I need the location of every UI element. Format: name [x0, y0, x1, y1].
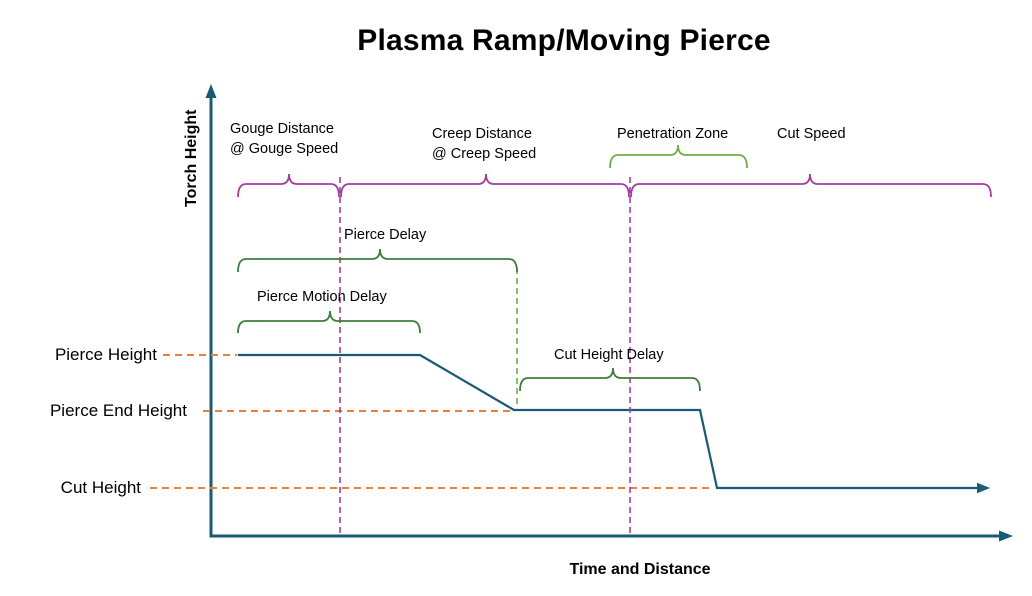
cut-height-label: Cut Height [60, 478, 141, 497]
creep-distance-label-line2: @ Creep Speed [432, 146, 537, 162]
creep-distance-label: Creep Distance @ Creep Speed [432, 124, 536, 164]
pierce-motion-delay-label: Pierce Motion Delay [257, 289, 387, 305]
pierce-delay-brace [237, 248, 518, 273]
creep-distance-label-line1: Creep Distance [432, 126, 532, 142]
torch-profile-arrow-icon [977, 482, 990, 494]
y-axis-label: Torch Height [183, 109, 200, 207]
cut-speed-label: Cut Speed [777, 126, 846, 142]
gouge-distance-label: Gouge Distance @ Gouge Speed [230, 119, 338, 159]
penetration-zone-label: Penetration Zone [617, 126, 729, 142]
x-axis-arrow-icon [999, 530, 1013, 542]
gouge-distance-label-line2: @ Gouge Speed [230, 141, 339, 157]
page-title: Plasma Ramp/Moving Pierce [357, 24, 771, 57]
penetration-zone-brace [609, 144, 748, 169]
gouge-distance-label-line1: Gouge Distance [230, 121, 334, 137]
pierce-end-height-label: Pierce End Height [49, 401, 187, 420]
creep-distance-brace [340, 173, 630, 198]
x-axis-label: Time and Distance [569, 561, 711, 578]
torch-profile-line [238, 353, 979, 490]
pierce-height-label: Pierce Height [54, 345, 157, 364]
cut-height-delay-label: Cut Height Delay [554, 347, 664, 363]
gouge-distance-brace [237, 173, 340, 198]
y-axis-arrow-icon [205, 84, 217, 98]
cut-height-delay-brace [519, 367, 701, 392]
pierce-motion-delay-brace [237, 310, 421, 334]
pierce-delay-label: Pierce Delay [344, 227, 427, 243]
cut-speed-brace [630, 173, 992, 198]
